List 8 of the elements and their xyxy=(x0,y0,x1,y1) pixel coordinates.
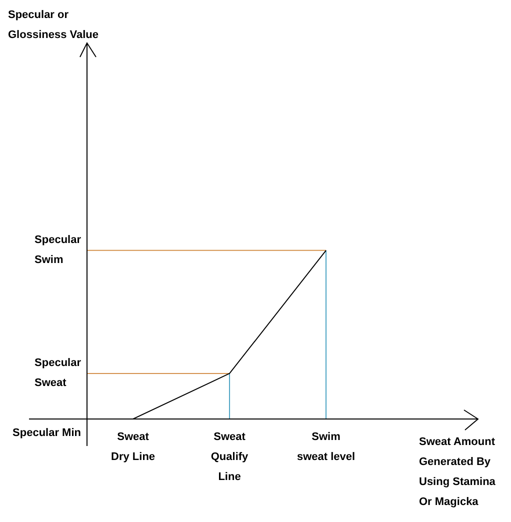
text: Specular Min xyxy=(12,426,81,441)
text: Specular or Glossiness Value xyxy=(8,8,98,43)
ref-line-label: Specular Sweat xyxy=(34,356,81,392)
text: Sweat Amount Generated By Using Stamina Or Magicka xyxy=(419,435,496,510)
x-tick-label: Sweat Qualify Line xyxy=(210,431,250,483)
x-tick-label: Swim sweat level xyxy=(296,431,356,463)
x-tick-label: Sweat Dry Line xyxy=(111,431,156,463)
ref-line-label: Specular Swim xyxy=(34,233,81,268)
